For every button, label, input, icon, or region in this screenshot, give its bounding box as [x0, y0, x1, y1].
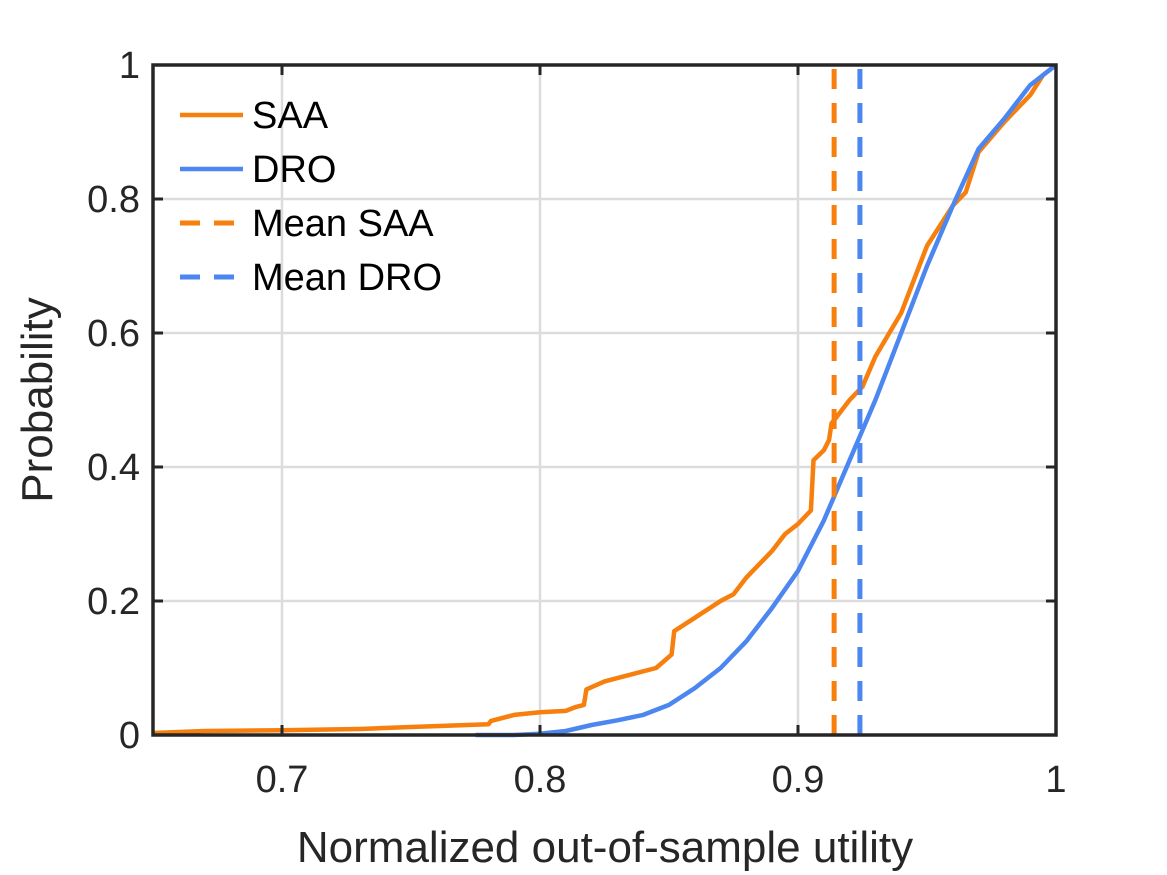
x-tick-label: 0.7 — [256, 759, 309, 801]
series-dro-line — [475, 63, 1058, 738]
legend: SAA DRO Mean SAA Mean DRO — [180, 95, 442, 299]
axes-layer — [151, 63, 1058, 737]
y-axis-label: Probability — [13, 297, 62, 502]
plot-frame — [151, 63, 1058, 737]
legend-label: DRO — [252, 149, 336, 191]
x-tick-label: 0.8 — [514, 759, 567, 801]
grid-layer — [153, 65, 1056, 735]
y-tick-label: 1 — [119, 45, 140, 87]
series-layer — [152, 63, 1058, 738]
x-tick-label: 0.9 — [772, 759, 825, 801]
y-tick-label: 0.4 — [87, 447, 140, 489]
legend-label: Mean DRO — [252, 257, 442, 299]
y-tick-label: 0 — [119, 715, 140, 757]
y-tick-label: 0.2 — [87, 581, 140, 623]
y-tick-label: 0.8 — [87, 179, 140, 221]
x-axis-label: Normalized out-of-sample utility — [297, 823, 913, 872]
tick-label-layer: 0.7 0.8 0.9 1 0 0.2 0.4 0.6 0.8 1 — [87, 45, 1066, 801]
legend-label: SAA — [252, 95, 329, 137]
x-tick-label: 1 — [1045, 759, 1066, 801]
legend-label: Mean SAA — [252, 203, 434, 245]
y-tick-label: 0.6 — [87, 313, 140, 355]
